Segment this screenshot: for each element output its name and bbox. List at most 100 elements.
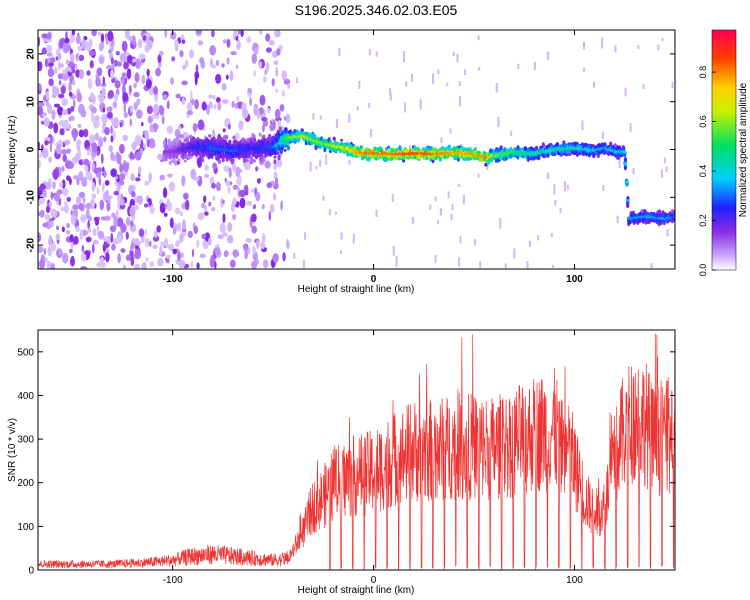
spectrogram-noise-blob bbox=[46, 32, 52, 40]
spectrogram-noise-blob bbox=[175, 258, 183, 265]
spectrogram-noise-blob bbox=[102, 107, 106, 113]
spectrogram-noise-blob bbox=[70, 214, 77, 225]
spectrogram-noise-blob bbox=[138, 228, 145, 237]
spectrogram-noise-blob bbox=[189, 49, 195, 59]
snr-y-label: SNR (10 * v/v) bbox=[7, 418, 18, 482]
spectrogram-noise-blob bbox=[62, 154, 67, 162]
spectrogram-noise-blob bbox=[262, 233, 266, 243]
spectrogram-noise-blob bbox=[153, 86, 158, 95]
spectrogram-noise-blob bbox=[265, 33, 271, 42]
spectrogram-ridge-cell bbox=[271, 135, 275, 141]
spectrogram-noise-blob bbox=[170, 77, 175, 85]
spectrogram-noise-blob bbox=[147, 39, 153, 50]
spectrogram-noise-blob bbox=[234, 132, 240, 141]
spectrogram-noise-blob bbox=[49, 242, 57, 252]
spectrogram-noise-blob bbox=[98, 42, 104, 52]
spectrogram-streak bbox=[446, 82, 449, 87]
spectrogram-noise-blob bbox=[149, 206, 155, 214]
spectrogram-streak bbox=[601, 131, 604, 140]
spectrogram-streak bbox=[552, 264, 554, 268]
spectrogram-noise-blob bbox=[60, 149, 68, 155]
spectrogram-ridge-cell bbox=[259, 151, 263, 158]
spectrogram-noise-blob bbox=[57, 106, 64, 116]
spectrogram-noise-blob bbox=[146, 105, 153, 115]
spectrogram-noise-blob bbox=[66, 222, 70, 229]
spectrogram-noise-blob bbox=[85, 202, 92, 210]
spectrogram-ridge-cell bbox=[262, 158, 266, 162]
colorbar-tick-label: 0.6 bbox=[698, 115, 708, 128]
spectrogram-y-label: Frequency (Hz) bbox=[7, 116, 18, 185]
spectrogram-streak bbox=[614, 45, 617, 53]
spectrogram-ridge-cell bbox=[207, 139, 211, 146]
spectrogram-noise-blob bbox=[96, 150, 100, 157]
spectrogram-noise-blob bbox=[275, 177, 279, 185]
spectrogram-noise-blob bbox=[117, 253, 121, 264]
spectrogram-noise-blob bbox=[46, 52, 53, 57]
spectrogram-noise-blob bbox=[141, 261, 147, 269]
spectrogram-noise-blob bbox=[106, 65, 113, 70]
spectrogram-noise-blob bbox=[214, 247, 221, 256]
spectrogram-noise-blob bbox=[123, 103, 127, 113]
spectrogram-noise-blob bbox=[263, 119, 269, 127]
spectrogram-noise-blob bbox=[102, 182, 105, 193]
snr-y-tick-label: 200 bbox=[17, 478, 34, 489]
spectrogram-noise-blob bbox=[52, 169, 59, 180]
spectrogram-noise-blob bbox=[72, 79, 76, 86]
spectrogram-noise-blob bbox=[252, 245, 256, 255]
spectrogram-noise-blob bbox=[199, 57, 205, 64]
spectrogram-ridge-cell bbox=[319, 136, 323, 141]
spectrogram-noise-blob bbox=[258, 30, 263, 35]
spectrogram-streak bbox=[434, 196, 437, 202]
spectrogram-streak bbox=[464, 69, 467, 76]
spectrogram-noise-blob bbox=[80, 109, 87, 118]
spectrogram-noise-blob bbox=[90, 106, 97, 114]
spectrogram-noise-blob bbox=[280, 200, 283, 211]
spectrogram-noise-blob bbox=[167, 173, 173, 178]
spectrogram-noise-blob bbox=[94, 115, 100, 121]
spectrogram-noise-blob bbox=[106, 111, 113, 119]
spectrogram-noise-blob bbox=[45, 58, 48, 68]
spectrogram-streak bbox=[478, 66, 481, 71]
spectrogram-noise-blob bbox=[271, 78, 275, 87]
spectrogram-noise-blob bbox=[81, 244, 85, 253]
spectrogram-noise-blob bbox=[174, 44, 179, 52]
colorbar: 0.0 0.2 0.4 0.6 0.8 Normalized spectral ampl… bbox=[698, 29, 749, 276]
spectrogram-noise-blob bbox=[282, 252, 286, 262]
spectrogram-ridge-cell bbox=[453, 156, 457, 161]
snr-series-line bbox=[38, 333, 675, 570]
spectrogram-noise-blob bbox=[141, 122, 144, 127]
spectrogram-noise-blob bbox=[265, 47, 272, 53]
spectrogram-noise-blob bbox=[201, 202, 206, 209]
spectrogram-streak bbox=[504, 263, 507, 269]
spectrogram-noise-blob bbox=[155, 67, 162, 77]
spectrogram-noise-blob bbox=[264, 160, 271, 169]
spectrogram-noise-blob bbox=[95, 73, 99, 79]
spectrogram-noise-blob bbox=[92, 243, 95, 254]
spectrogram-noise-blob bbox=[119, 173, 126, 181]
spectrogram-noise-blob bbox=[221, 63, 225, 68]
spectrogram-noise-blob bbox=[256, 239, 260, 249]
spectrogram-noise-blob bbox=[57, 52, 62, 61]
spectrogram-noise-blob bbox=[171, 56, 176, 62]
spectrogram-noise-blob bbox=[119, 163, 124, 173]
spectrogram-streak bbox=[451, 204, 454, 211]
spectrogram-noise-blob bbox=[216, 181, 221, 192]
spectrogram-noise-blob bbox=[85, 171, 92, 180]
spectrogram-noise-blob bbox=[154, 93, 158, 103]
spectrogram-noise-blob bbox=[219, 222, 226, 234]
x-tick-label: 100 bbox=[566, 274, 583, 285]
spectrogram-noise-blob bbox=[96, 67, 103, 77]
spectrogram-noise-blob bbox=[149, 261, 154, 267]
spectrogram-y-ticks: -20 -10 0 10 20 bbox=[26, 48, 675, 252]
spectrogram-noise-blob bbox=[208, 101, 213, 109]
spectrogram-noise-blob bbox=[45, 205, 50, 213]
spectrogram-streak bbox=[404, 102, 407, 113]
spectrogram-noise-blob bbox=[276, 158, 283, 168]
spectrogram-image bbox=[38, 30, 675, 269]
spectrogram-noise-blob bbox=[130, 220, 134, 228]
spectrogram-noise-blob bbox=[135, 177, 141, 182]
spectrogram-noise-blob bbox=[197, 212, 205, 221]
spectrogram-ridge-cell bbox=[245, 159, 249, 163]
spectrogram-ridge-cell bbox=[541, 142, 546, 148]
spectrogram-noise-blob bbox=[75, 196, 81, 206]
